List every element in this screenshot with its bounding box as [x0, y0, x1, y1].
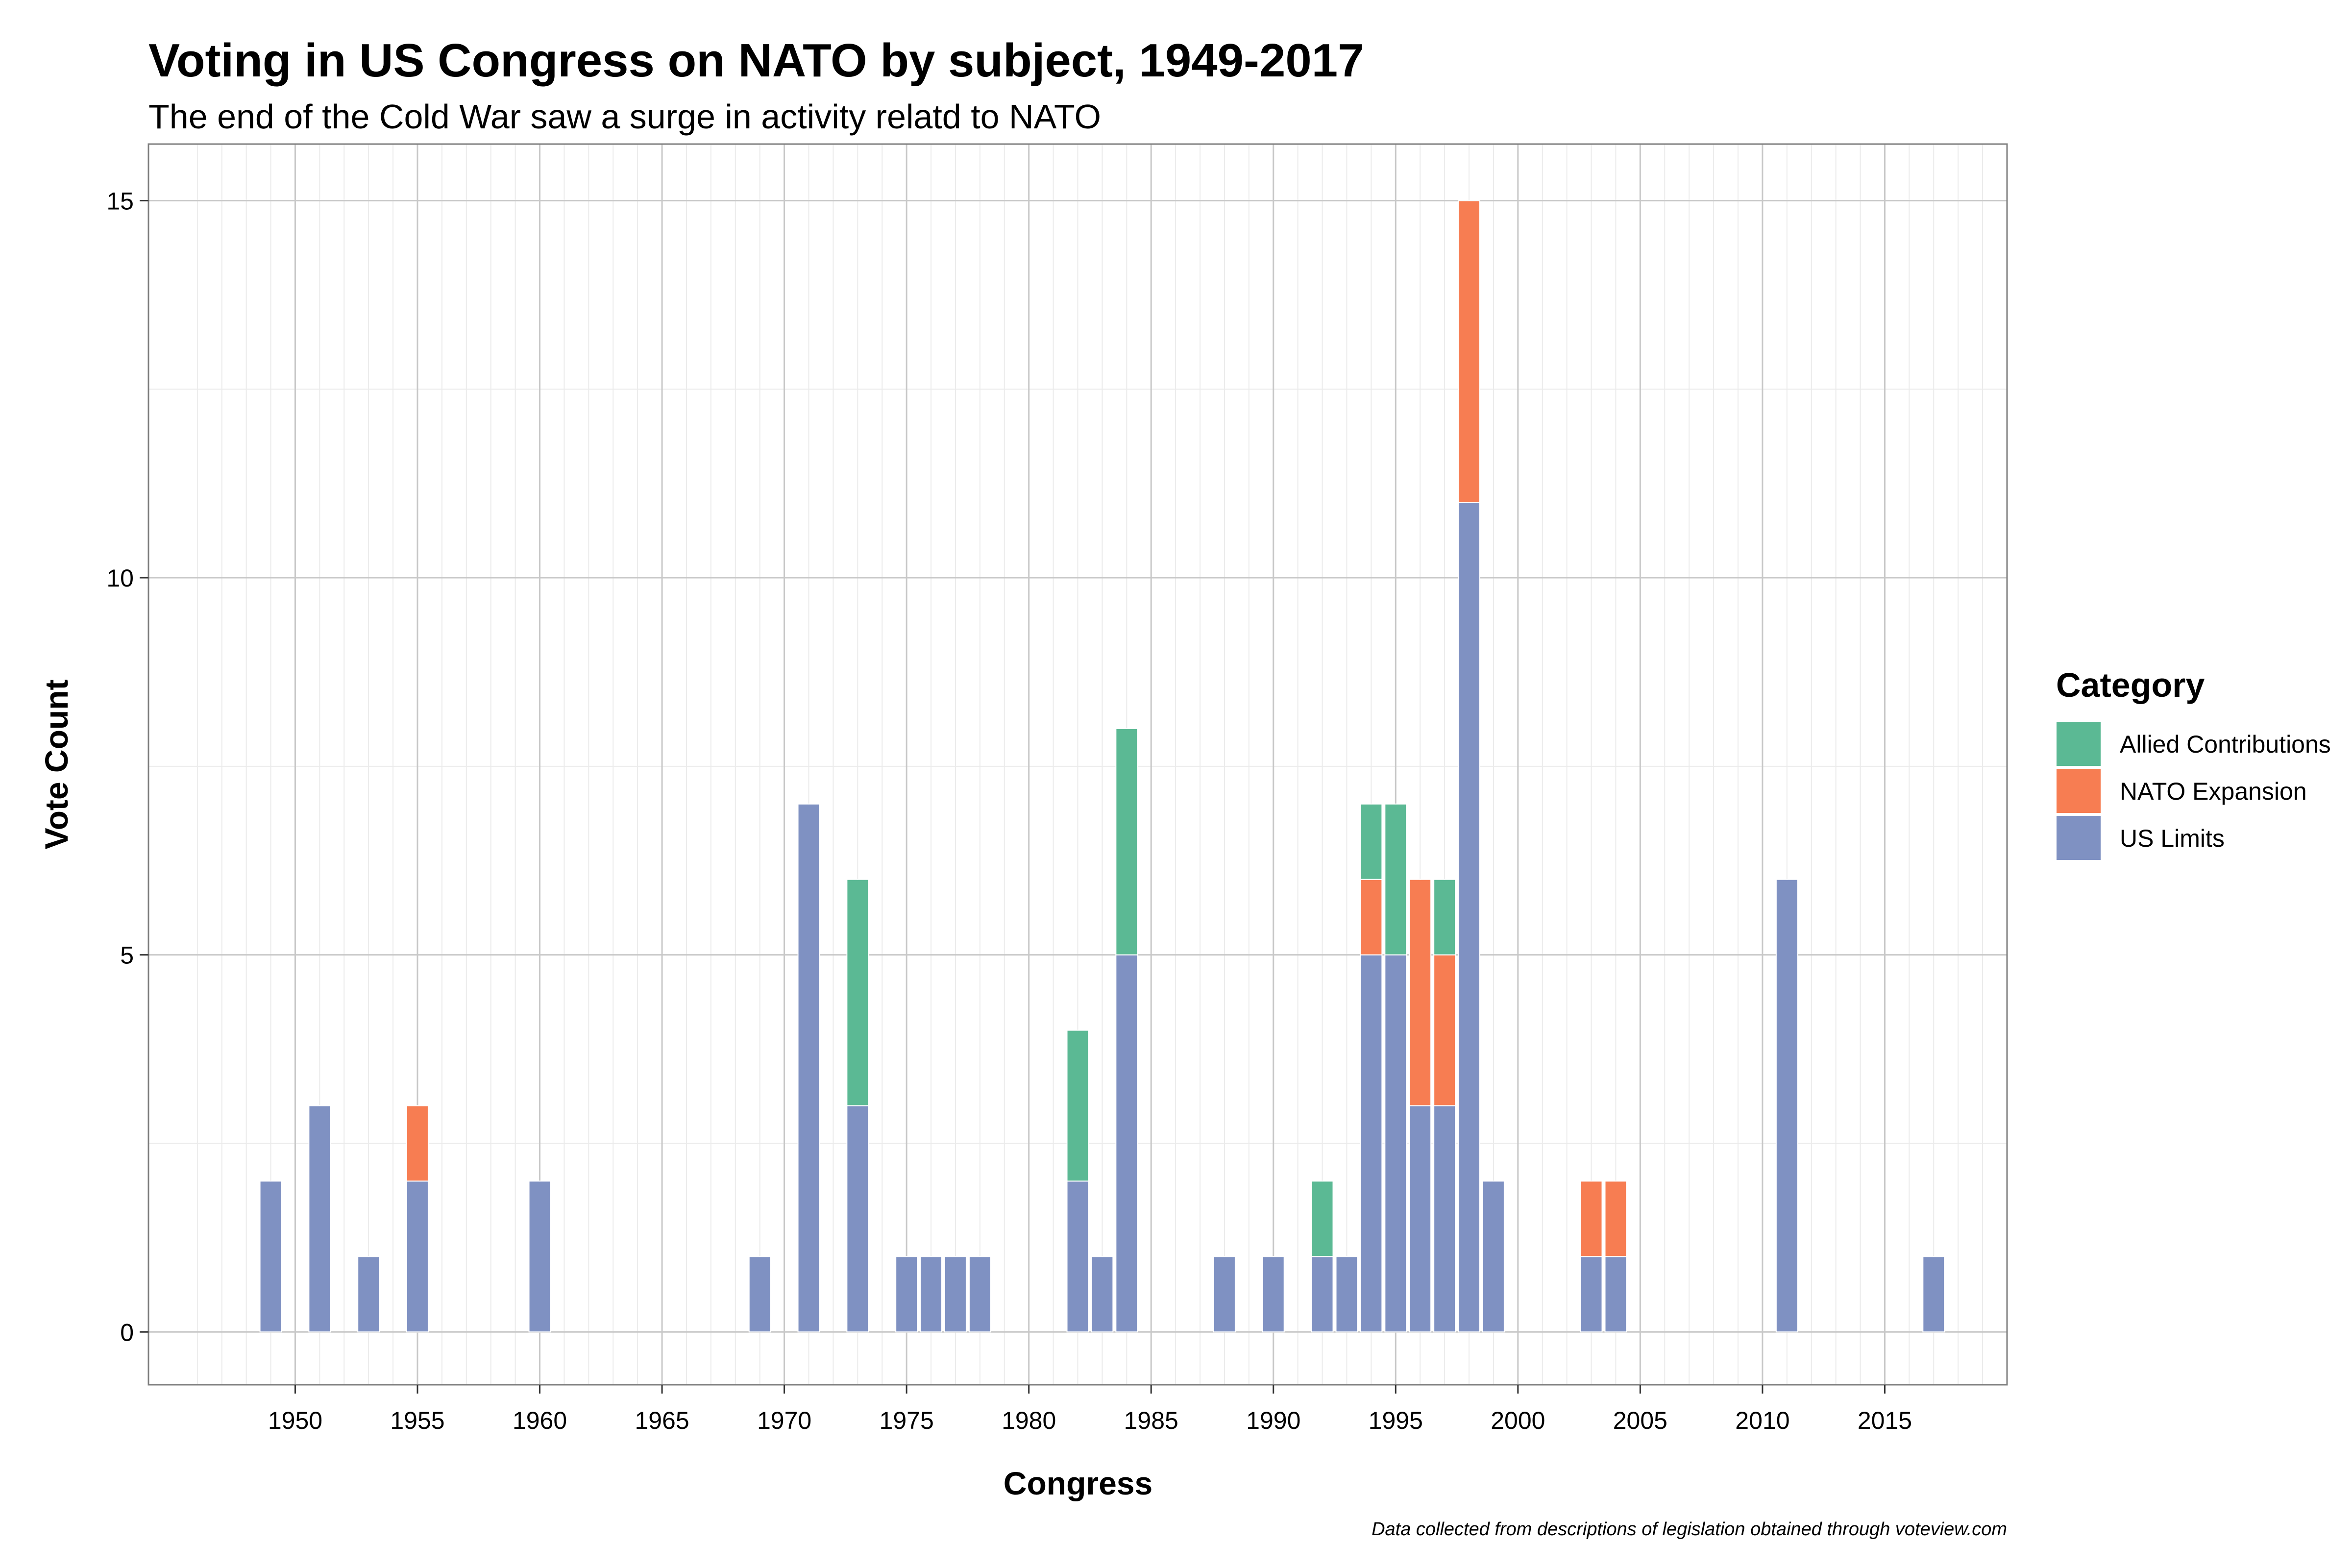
- chart-subtitle: The end of the Cold War saw a surge in a…: [148, 98, 1101, 136]
- bars: [259, 200, 1945, 1333]
- bar-nato-expansion-1998: [1458, 200, 1480, 503]
- bar-nato-expansion-2003: [1580, 1180, 1603, 1257]
- bar-us-limits-1976: [920, 1256, 943, 1333]
- bar-us-limits-2017: [1922, 1256, 1945, 1333]
- bar-us-limits-1998: [1458, 502, 1480, 1333]
- bar-us-limits-2011: [1775, 879, 1798, 1333]
- legend-swatch-allied-contributions: [2056, 721, 2102, 767]
- y-tick-label: 5: [120, 942, 134, 969]
- x-tick-label: 1960: [513, 1407, 567, 1434]
- axes: 1950 1955 1960 1965 1970 1975 1980 1985 1990 1995…: [106, 187, 1912, 1434]
- x-tick-label: 1995: [1369, 1407, 1423, 1434]
- bar-us-limits-2004: [1604, 1256, 1627, 1333]
- bar-us-limits-1953: [357, 1256, 380, 1333]
- bar-us-limits-1990: [1262, 1256, 1285, 1333]
- bar-us-limits-1996: [1409, 1105, 1432, 1333]
- x-tick-label: 2000: [1491, 1407, 1545, 1434]
- chart-title: Voting in US Congress on NATO by subject…: [148, 34, 1364, 87]
- bar-nato-expansion-1955: [406, 1105, 429, 1182]
- bar-nato-expansion-2004: [1604, 1180, 1627, 1257]
- y-tick-label: 15: [106, 187, 134, 215]
- x-tick-label: 2015: [1858, 1407, 1912, 1434]
- x-tick-label: 1985: [1124, 1407, 1178, 1434]
- plot-panel-border: [147, 143, 2008, 1386]
- bar-us-limits-1994: [1360, 954, 1383, 1333]
- y-axis-title: Vote Count: [38, 679, 74, 849]
- x-tick-label: 1975: [880, 1407, 934, 1434]
- legend: Category Allied Contributions NATO Expans…: [2056, 666, 2331, 861]
- x-tick-label: 2005: [1613, 1407, 1667, 1434]
- bar-us-limits-1993: [1335, 1256, 1358, 1333]
- caption: Data collected from descriptions of legi…: [1372, 1519, 2007, 1540]
- bar-allied-contributions-1984: [1115, 728, 1138, 956]
- bar-us-limits-1988: [1213, 1256, 1236, 1333]
- bar-us-limits-1992: [1311, 1256, 1334, 1333]
- y-tick-label: 0: [120, 1319, 134, 1346]
- bar-us-limits-1995: [1384, 954, 1407, 1333]
- bar-allied-contributions-1973: [846, 879, 869, 1106]
- bar-us-limits-1978: [968, 1256, 991, 1333]
- bar-us-limits-1973: [846, 1105, 869, 1333]
- bar-us-limits-1969: [748, 1256, 771, 1333]
- bar-us-limits-1949: [259, 1180, 282, 1333]
- bar-us-limits-1955: [406, 1180, 429, 1333]
- bar-allied-contributions-1994: [1360, 803, 1383, 880]
- bar-allied-contributions-1995: [1384, 803, 1407, 956]
- bar-nato-expansion-1994: [1360, 879, 1383, 956]
- x-tick-label: 1990: [1246, 1407, 1300, 1434]
- bar-allied-contributions-1982: [1066, 1029, 1089, 1182]
- x-tick-label: 1950: [268, 1407, 322, 1434]
- legend-swatch-nato-expansion: [2056, 768, 2102, 814]
- x-tick-label: 2010: [1735, 1407, 1789, 1434]
- legend-label-us-limits: US Limits: [2120, 825, 2225, 852]
- x-tick-label: 1970: [757, 1407, 811, 1434]
- bar-us-limits-1983: [1091, 1256, 1114, 1333]
- x-axis-title: Congress: [1004, 1465, 1152, 1501]
- bar-us-limits-1951: [308, 1105, 331, 1333]
- bar-allied-contributions-1997: [1433, 879, 1456, 956]
- bar-us-limits-1984: [1115, 954, 1138, 1333]
- x-tick-label: 1955: [390, 1407, 444, 1434]
- bar-us-limits-1977: [944, 1256, 967, 1333]
- x-tick-label: 1965: [635, 1407, 689, 1434]
- bar-us-limits-1997: [1433, 1105, 1456, 1333]
- legend-swatch-us-limits: [2056, 815, 2102, 861]
- bar-allied-contributions-1992: [1311, 1180, 1334, 1257]
- bar-nato-expansion-1996: [1409, 879, 1432, 1106]
- bar-us-limits-1971: [797, 803, 820, 1333]
- x-tick-label: 1980: [1002, 1407, 1056, 1434]
- bar-nato-expansion-1997: [1433, 954, 1456, 1106]
- legend-title: Category: [2056, 666, 2205, 704]
- bar-us-limits-1960: [528, 1180, 551, 1333]
- bar-us-limits-1982: [1066, 1180, 1089, 1333]
- legend-label-nato-expansion: NATO Expansion: [2120, 778, 2307, 805]
- legend-items: Allied Contributions NATO Expansion US Lim…: [2056, 721, 2331, 861]
- bar-us-limits-2003: [1580, 1256, 1603, 1333]
- bar-us-limits-1975: [895, 1256, 918, 1333]
- legend-label-allied-contributions: Allied Contributions: [2120, 731, 2331, 758]
- y-tick-label: 10: [106, 564, 134, 592]
- bar-us-limits-1999: [1482, 1180, 1505, 1333]
